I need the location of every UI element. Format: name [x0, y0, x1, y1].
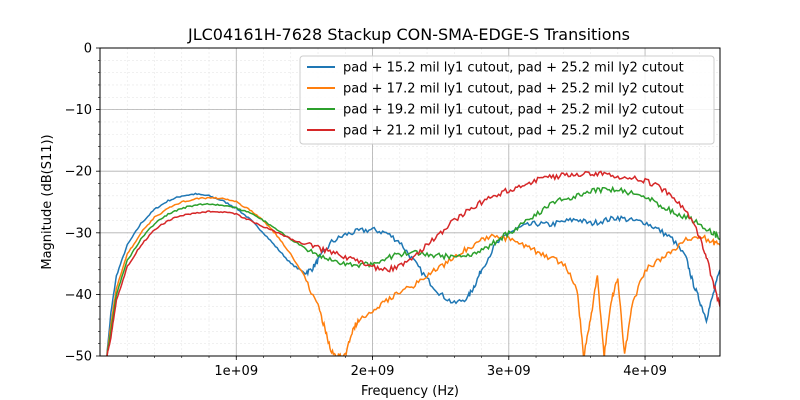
x-tick-label: 3e+09	[487, 364, 531, 379]
legend-box	[299, 55, 715, 145]
x-tick-label: 2e+09	[351, 364, 395, 379]
plot-frame	[99, 47, 721, 357]
y-tick-label: −20	[65, 165, 92, 180]
y-tick-label: −30	[65, 226, 92, 241]
series-line-2	[106, 196, 720, 356]
y-axis: 0 −10 −20 −30 −40 −50	[65, 42, 100, 365]
x-tick-label: 4e+09	[623, 364, 667, 379]
chart-title: JLC04161H-7628 Stackup CON-SMA-EDGE-S Tr…	[187, 25, 630, 44]
legend-entry-label: pad + 21.2 mil ly1 cutout, pad + 25.2 mi…	[343, 124, 684, 139]
series-line-3	[106, 185, 720, 356]
legend: pad + 15.2 mil ly1 cutout, pad + 25.2 mi…	[299, 55, 715, 145]
x-axis: 1e+09 2e+09 3e+09 4e+09	[126, 356, 700, 379]
y-tick-label: −10	[65, 103, 92, 118]
y-tick-label: 0	[84, 42, 92, 57]
y-tick-label: −40	[65, 288, 92, 303]
legend-entry-label: pad + 17.2 mil ly1 cutout, pad + 25.2 mi…	[343, 82, 684, 97]
series-layer	[106, 170, 720, 356]
x-axis-label: Frequency (Hz)	[361, 384, 459, 399]
series-line-1	[106, 192, 720, 356]
series-line-4	[106, 170, 720, 356]
y-tick-label: −50	[65, 350, 92, 365]
x-tick-label: 1e+09	[214, 364, 258, 379]
legend-entry-label: pad + 19.2 mil ly1 cutout, pad + 25.2 mi…	[343, 103, 684, 118]
legend-entry-label: pad + 15.2 mil ly1 cutout, pad + 25.2 mi…	[343, 61, 684, 76]
y-axis-label: Magnitude (dB(S11))	[40, 134, 55, 269]
